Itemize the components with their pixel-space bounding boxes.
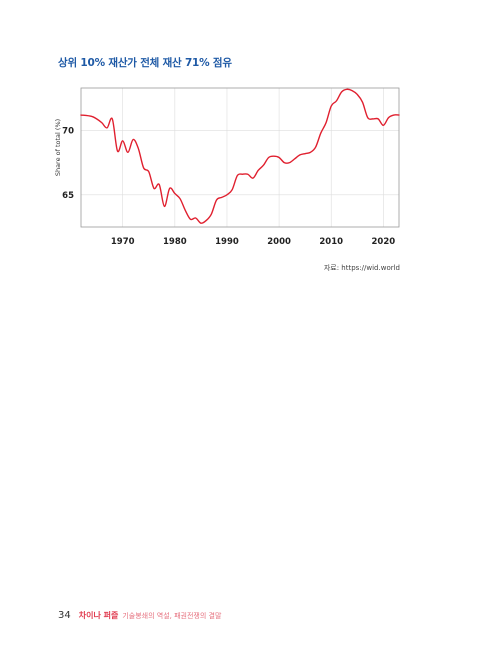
y-tick-label: 70 [62,126,74,136]
book-title: 차이나 퍼즐 [78,611,119,620]
series-line [80,88,400,224]
x-tick-label: 1990 [215,237,239,247]
y-tick-labels: 65 70 [62,126,74,200]
chart-title: 상위 10% 재산가 전체 재산 71% 점유 [58,57,232,69]
line-chart: 1970 1980 1990 2000 2010 2020 65 70 Share of t… [54,87,400,247]
y-tick-label: 65 [62,191,74,201]
page-footer: 34 차이나 퍼즐 기술봉쇄의 역설, 패권전쟁의 결말 [58,607,221,622]
x-tick-label: 2020 [372,237,396,247]
page-number: 34 [58,610,71,621]
plot-frame [80,87,400,228]
x-tick-label: 1970 [111,237,135,247]
chart-grid [81,88,399,227]
source-note: 자료: https://wid.world [323,264,400,272]
book-subtitle: 기술봉쇄의 역설, 패권전쟁의 결말 [122,612,222,620]
y-axis-label: Share of total (%) [54,119,62,176]
x-tick-label: 2000 [267,237,291,247]
x-tick-label: 1980 [163,237,187,247]
x-tick-label: 2010 [319,237,343,247]
x-tick-labels: 1970 1980 1990 2000 2010 2020 [111,237,395,247]
